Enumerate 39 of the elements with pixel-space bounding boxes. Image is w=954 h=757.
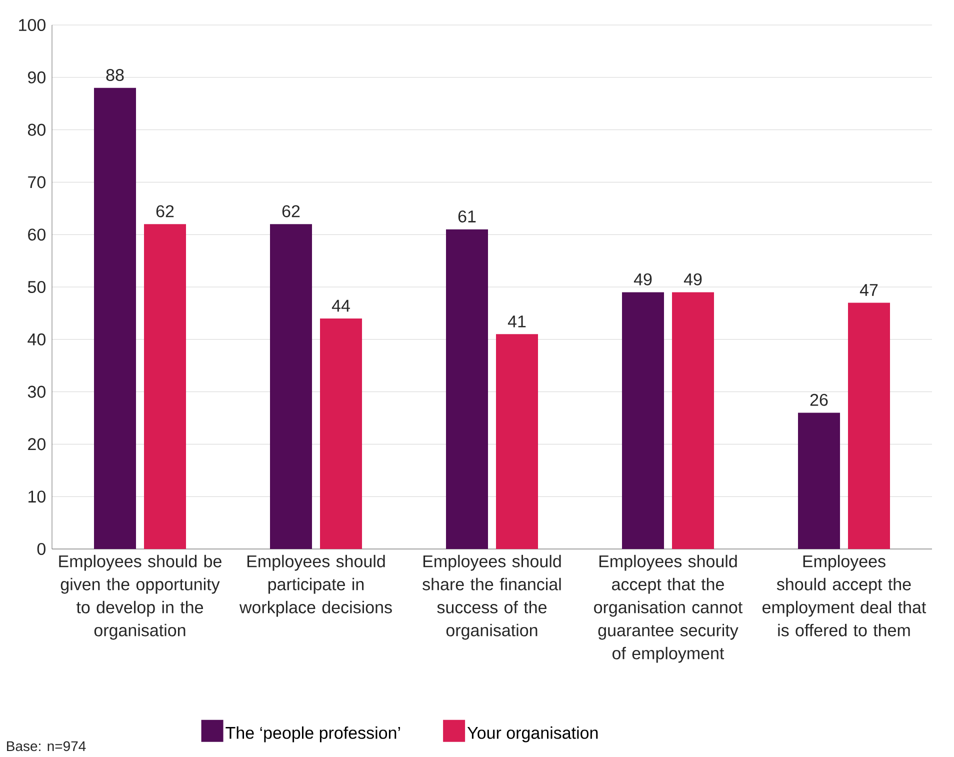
x-tick-label: Employees should be given the opportunity to develop in the organisation [59, 554, 222, 640]
text: Base: n=974 [7, 741, 86, 752]
bar [144, 224, 186, 550]
y-tick-label: 0 [37, 543, 46, 556]
bar [496, 334, 538, 550]
bar [622, 292, 664, 550]
x-tick-label: Employees should participate in workplace decisions [239, 554, 392, 617]
bar [672, 292, 714, 550]
bar [320, 318, 362, 550]
data-label: 49 [684, 273, 702, 286]
bar [446, 229, 488, 550]
y-tick-label: 100 [19, 19, 46, 32]
data-label: 41 [508, 316, 526, 328]
y-tick-label: 40 [28, 333, 46, 346]
legend-label: Your organisation [467, 726, 598, 742]
data-label: 49 [634, 273, 652, 286]
bar [798, 412, 840, 550]
legend-label: The ‘people profession’ [226, 726, 400, 742]
data-label: 61 [458, 210, 476, 223]
y-tick-label: 60 [28, 228, 46, 241]
y-tick-label: 30 [28, 386, 46, 398]
x-tick-label: Employees should accept the employment deal that is offered to them [762, 554, 926, 636]
y-tick-label: 50 [28, 281, 46, 294]
y-tick-label: 20 [28, 438, 46, 450]
data-label: 62 [156, 205, 174, 218]
data-label: 44 [332, 300, 350, 312]
data-label: 47 [860, 284, 878, 296]
x-tick-label: Employees should accept that the organisation cannot guarantee security of employment [594, 554, 742, 663]
bar [94, 88, 136, 550]
bar [270, 224, 312, 550]
bar [848, 302, 890, 550]
data-label: 62 [282, 205, 300, 218]
y-tick-label: 90 [28, 71, 46, 84]
data-label: 88 [106, 69, 124, 82]
x-tick-label: Employees should share the financial success of the organisation [422, 554, 561, 640]
y-tick-label: 70 [28, 176, 46, 188]
y-tick-label: 10 [28, 490, 46, 503]
data-label: 26 [810, 394, 828, 406]
y-tick-label: 80 [28, 124, 46, 136]
